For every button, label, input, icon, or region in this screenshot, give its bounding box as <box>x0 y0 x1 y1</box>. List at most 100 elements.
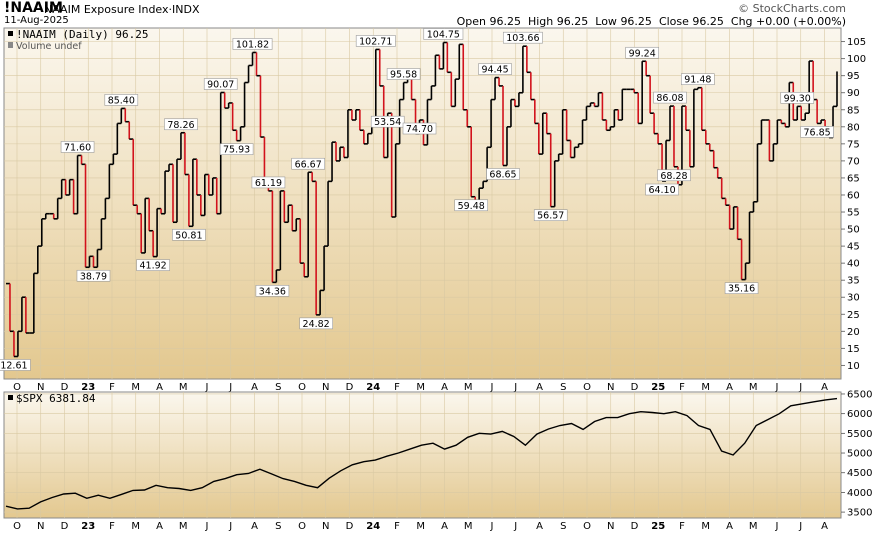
naaim-x-tick-label: N <box>322 382 329 393</box>
spx-x-tick-label: N <box>37 521 44 532</box>
spx-legend-swatch <box>8 395 13 400</box>
naaim-y-tick-label: 85 <box>847 105 860 116</box>
spx-x-tick-label: M <box>464 521 473 532</box>
spx-x-tick-label: S <box>275 521 281 532</box>
naaim-data-label: 101.82 <box>236 39 269 50</box>
naaim-x-tick-label: M <box>131 382 140 393</box>
naaim-data-label-box <box>203 78 238 90</box>
naaim-data-label-box <box>454 199 489 212</box>
naaim-data-label-box <box>625 46 659 59</box>
naaim-data-label: 64.10 <box>648 185 675 196</box>
naaim-y-tick-label: 30 <box>847 293 860 304</box>
naaim-data-label: 59.48 <box>458 201 485 212</box>
naaim-data-label-box <box>76 269 111 282</box>
naaim-x-tick-label: J <box>205 382 209 393</box>
naaim-data-label: 86.08 <box>656 93 683 104</box>
naaim-data-label: 95.58 <box>390 70 417 81</box>
close-label: Close <box>658 15 689 28</box>
naaim-x-tick-label: S <box>560 382 566 393</box>
naaim-y-tick-label: 60 <box>847 190 860 201</box>
naaim-data-label-box <box>355 35 396 47</box>
naaim-data-label-box <box>478 63 512 75</box>
naaim-x-tick-label: J <box>490 382 494 393</box>
naaim-data-label-box <box>724 282 759 294</box>
naaim-data-label: 61.19 <box>255 178 282 189</box>
naaim-y-tick-label: 40 <box>847 259 860 270</box>
naaim-data-label-box <box>255 285 290 297</box>
low-label: Low <box>595 15 617 28</box>
naaim-x-tick-label: F <box>109 382 115 393</box>
naaim-data-label-box <box>486 168 520 180</box>
spx-x-tick-label: D <box>631 521 639 532</box>
spx-y-tick-label: 6000 <box>847 409 872 420</box>
naaim-x-tick-label: O <box>13 382 21 393</box>
naaim-legend-title: !NAAIM (Daily) 96.25 <box>16 28 148 41</box>
high-value: 96.25 <box>556 15 589 28</box>
naaim-data-label-box <box>402 122 437 135</box>
naaim-data-label: 103.66 <box>506 33 539 44</box>
spx-x-tick-label: J <box>775 521 779 532</box>
ohlc-readout: Open 96.25 High 96.25 Low 96.25 Close 96… <box>457 15 846 28</box>
naaim-y-tick-label: 65 <box>847 173 860 184</box>
naaim-data-label: 75.93 <box>223 145 250 156</box>
spx-x-tick-label: F <box>679 521 685 532</box>
naaim-legend-subtitle: Volume undef <box>16 41 82 52</box>
spx-x-tick-label: M <box>416 521 425 532</box>
spx-x-tick-label: A <box>536 521 543 532</box>
spx-x-tick-label: S <box>560 521 566 532</box>
spx-y-tick-label: 5500 <box>847 429 872 440</box>
naaim-data-label: 24.82 <box>303 319 330 330</box>
naaim-x-tick-label: D <box>631 382 639 393</box>
naaim-data-label: 102.71 <box>359 36 392 47</box>
open-value: 96.25 <box>489 15 521 28</box>
naaim-data-label-box <box>645 183 679 196</box>
naaim-panel-bg <box>3 27 842 380</box>
naaim-x-tick-label: M <box>749 382 758 393</box>
naaim-data-label-box <box>386 68 421 80</box>
spx-y-tick-label: 6500 <box>847 389 872 400</box>
naaim-data-label-box <box>681 73 715 86</box>
naaim-x-tick-label: M <box>464 382 473 393</box>
naaim-data-label-box <box>299 317 333 330</box>
naaim-data-label: 74.70 <box>406 124 433 135</box>
naaim-data-label: 90.07 <box>207 80 234 91</box>
chg-value: +0.00 (+0.00%) <box>756 15 846 28</box>
naaim-x-tick-label: O <box>298 382 306 393</box>
naaim-data-label: 99.24 <box>629 48 656 59</box>
spx-x-tick-label: F <box>394 521 400 532</box>
naaim-data-label: 91.48 <box>684 75 711 86</box>
naaim-x-tick-label: A <box>726 382 733 393</box>
naaim-x-tick-label: A <box>821 382 828 393</box>
spx-x-tick-label: A <box>821 521 828 532</box>
naaim-x-tick-label: J <box>228 382 232 393</box>
spx-x-tick-label: A <box>441 521 448 532</box>
naaim-data-label: 78.26 <box>167 120 194 131</box>
naaim-x-tick-label: M <box>701 382 710 393</box>
naaim-data-label: 71.60 <box>64 142 91 153</box>
naaim-data-label: 94.45 <box>481 65 508 76</box>
spx-x-tick-label: N <box>322 521 329 532</box>
naaim-data-label: 34.36 <box>259 286 286 297</box>
naaim-legend-swatch-2 <box>8 42 13 48</box>
naaim-data-label-box <box>104 94 139 106</box>
naaim-data-label-box <box>219 143 254 155</box>
spx-x-tick-label: J <box>798 521 802 532</box>
spx-y-tick-label: 5000 <box>847 449 872 460</box>
spx-x-tick-label: 24 <box>366 521 380 532</box>
naaim-x-tick-label: A <box>156 382 163 393</box>
naaim-data-label: 99.30 <box>784 93 811 104</box>
naaim-data-label-box <box>370 115 405 128</box>
naaim-x-tick-label: O <box>583 382 591 393</box>
naaim-data-label: 12.61 <box>0 360 27 371</box>
spx-x-tick-label: D <box>346 521 354 532</box>
spx-x-tick-label: A <box>156 521 163 532</box>
naaim-y-tick-label: 25 <box>847 310 860 321</box>
spx-x-tick-label: 23 <box>81 521 95 532</box>
naaim-y-tick-label: 90 <box>847 88 860 99</box>
spx-x-tick-label: M <box>749 521 758 532</box>
naaim-x-tick-label: J <box>513 382 517 393</box>
spx-x-tick-label: M <box>179 521 188 532</box>
naaim-data-label-box <box>251 176 286 189</box>
spx-x-tick-label: O <box>298 521 306 532</box>
